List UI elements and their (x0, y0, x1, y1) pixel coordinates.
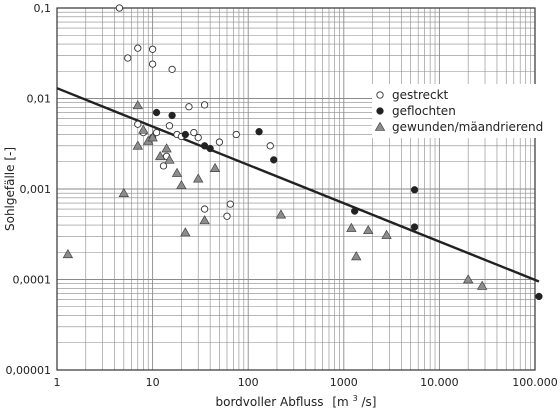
legend-marker-filled-circle (376, 107, 384, 115)
legend-marker-triangle (374, 121, 386, 131)
data-point-open-circle (223, 212, 231, 220)
data-point-filled-circle (351, 207, 359, 215)
data-point-open-circle (226, 200, 234, 208)
data-point-triangle (62, 248, 74, 259)
data-point-filled-circle (410, 186, 419, 194)
y-tick-label: 0,001 (20, 183, 52, 196)
x-axis-label-unit-post: /s] (362, 395, 377, 409)
data-point-triangle (381, 229, 392, 239)
data-point-open-circle (165, 122, 174, 130)
data-point-open-circle (185, 103, 193, 111)
tick-labels: 1 10 100 1000 10.000 100.000 0,1 0,01 0,001 0,000… (6, 2, 558, 389)
data-points-layer (62, 4, 543, 301)
data-point-filled-circle (152, 108, 161, 117)
data-point-triangle (193, 173, 204, 183)
data-point-open-circle (194, 133, 202, 142)
plot-grid (56, 8, 535, 371)
data-point-filled-circle (255, 128, 263, 136)
data-point-filled-circle (535, 292, 543, 301)
legend-label: gestreckt (392, 88, 449, 102)
y-tick-label: 0,0001 (13, 274, 52, 287)
data-point-open-circle (148, 60, 157, 68)
data-point-triangle (176, 179, 187, 190)
data-point-open-circle (134, 120, 142, 128)
plot-frame (56, 7, 536, 371)
legend-background (372, 84, 548, 138)
data-point-triangle (118, 187, 130, 197)
data-point-triangle (209, 162, 221, 172)
trend-line (56, 87, 540, 283)
legend-label: geflochten (392, 104, 456, 118)
y-tick-label: 0,00001 (6, 364, 52, 377)
data-point-triangle (132, 140, 143, 150)
x-axis-label-main: bordvoller Abfluss (216, 395, 324, 409)
data-point-filled-circle (270, 156, 278, 164)
data-point-triangle (180, 227, 191, 237)
data-point-triangle (132, 100, 143, 110)
data-point-triangle (351, 251, 362, 261)
data-point-open-circle (148, 45, 157, 53)
legend-marker-open-circle (376, 91, 384, 99)
data-point-triangle (138, 124, 149, 134)
data-point-open-circle (159, 162, 168, 170)
x-tick-label: 100 (238, 376, 259, 389)
data-point-open-circle (200, 101, 209, 109)
data-point-triangle (462, 274, 474, 284)
data-point-triangle (164, 154, 175, 164)
y-tick-label: 0,1 (34, 2, 52, 15)
data-point-triangle (346, 222, 357, 232)
data-point-open-circle (152, 128, 161, 137)
y-tick-label: 0,01 (27, 93, 52, 106)
data-point-triangle (476, 280, 488, 290)
trend-line-layer (56, 87, 540, 283)
x-tick-label: 1 (54, 376, 61, 389)
data-point-triangle (161, 143, 172, 153)
x-axis-label-unit-sup: 3 (353, 394, 358, 403)
data-point-filled-circle (206, 144, 214, 153)
data-point-open-circle (190, 128, 198, 137)
data-point-open-circle (200, 205, 209, 213)
x-axis-label-unit-pre: [m (332, 395, 348, 409)
data-point-open-circle (124, 54, 132, 62)
data-point-open-circle (134, 44, 142, 52)
data-point-open-circle (168, 65, 176, 73)
x-tick-label: 1000 (330, 376, 358, 389)
data-point-open-circle (266, 142, 274, 150)
data-point-filled-circle (181, 130, 189, 139)
legend: gestreckt geflochten gewunden/mäandrierend (372, 84, 548, 138)
data-point-filled-circle (168, 111, 176, 120)
data-point-triangle (154, 150, 166, 161)
x-tick-label: 10.000 (420, 376, 459, 389)
legend-label: gewunden/mäandrierend (392, 120, 543, 134)
data-point-open-circle (115, 4, 124, 12)
data-point-triangle (199, 215, 210, 225)
data-point-filled-circle (410, 223, 419, 231)
x-axis-label: bordvoller Abfluss [m 3 /s] (216, 390, 377, 409)
y-axis-label: Sohlgefälle [-] (3, 147, 17, 231)
data-point-triangle (171, 167, 183, 177)
x-tick-label: 10 (146, 376, 160, 389)
data-point-open-circle (215, 138, 224, 146)
data-point-open-circle (232, 130, 240, 139)
data-point-triangle (147, 132, 158, 142)
data-point-triangle (363, 224, 374, 235)
x-tick-label: 100.000 (512, 376, 558, 389)
data-point-triangle (275, 209, 287, 219)
